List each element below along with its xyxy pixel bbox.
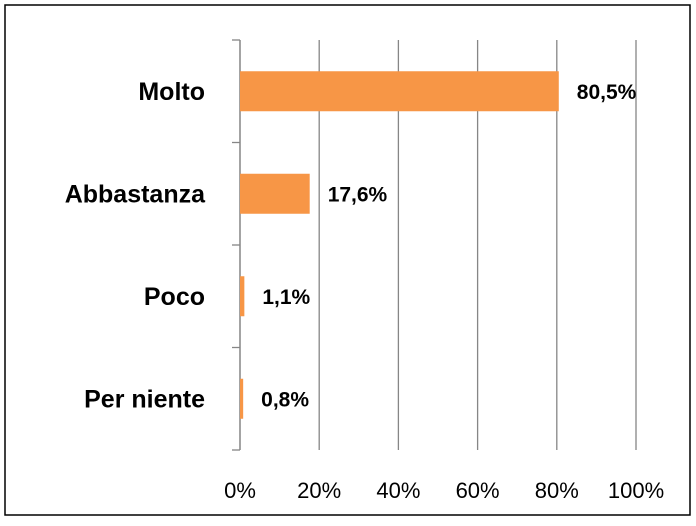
y-tick-label: Per niente [84,385,205,413]
x-tick-label: 80% [535,478,579,503]
bar [240,71,559,112]
x-tick-label: 20% [297,478,341,503]
y-tick-label: Abbastanza [65,180,206,208]
value-label: 17,6% [328,183,388,206]
y-tick-label: Molto [138,78,205,106]
x-tick-label: 40% [376,478,420,503]
x-tick-label: 0% [224,478,256,503]
x-tick-label: 100% [608,478,664,503]
bar [240,378,244,419]
x-tick-label: 60% [456,478,500,503]
value-label: 0,8% [261,388,309,411]
bar [240,173,310,214]
value-label: 80,5% [577,81,637,104]
y-tick-label: Poco [144,283,205,311]
value-label: 1,1% [262,286,310,309]
bar [240,276,245,317]
